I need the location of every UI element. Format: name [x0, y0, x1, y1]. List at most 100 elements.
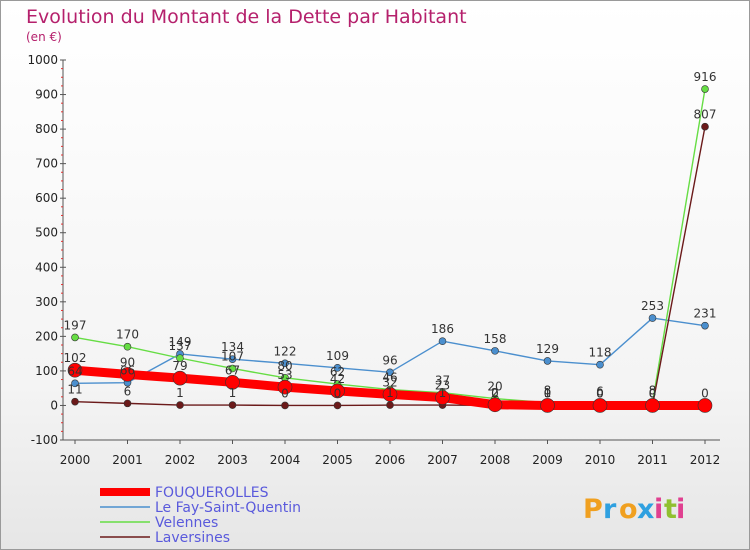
- series-point: [386, 368, 394, 377]
- data-label: 129: [536, 342, 559, 356]
- data-label: 53: [277, 368, 292, 382]
- x-tick-label: 2012: [690, 453, 721, 467]
- data-label: 46: [382, 371, 397, 385]
- series-point: [645, 398, 660, 413]
- data-label: 62: [330, 365, 345, 379]
- y-tick-label: 800: [35, 122, 58, 136]
- data-label: 197: [64, 318, 87, 332]
- legend-label: Le Fay-Saint-Quentin: [155, 500, 301, 516]
- data-label: 231: [694, 307, 717, 321]
- y-tick-label: 700: [35, 157, 58, 171]
- series-point: [487, 397, 503, 413]
- legend-label: Laversines: [155, 530, 230, 546]
- x-tick-label: 2002: [165, 453, 196, 467]
- axes: -100010020030040050060070080090010002000…: [27, 53, 720, 467]
- y-tick-label: 300: [35, 295, 58, 309]
- legend-label: FOUQUEROLLES: [155, 485, 269, 501]
- data-label: 253: [641, 299, 664, 313]
- data-label: 64: [67, 364, 82, 378]
- x-tick-label: 2003: [217, 453, 248, 467]
- data-label: 32: [382, 375, 397, 389]
- series-point: [333, 401, 342, 410]
- data-label: 6: [596, 384, 604, 398]
- y-tick-label: 900: [35, 88, 58, 102]
- data-label: 0: [281, 386, 289, 400]
- series-point: [701, 122, 709, 131]
- data-label: 42: [330, 372, 345, 386]
- data-label: 149: [169, 335, 192, 349]
- series-point: [386, 401, 394, 409]
- x-tick-label: 2007: [427, 453, 458, 467]
- chart-subtitle: (en €): [26, 30, 62, 44]
- series-point: [277, 379, 293, 395]
- series-layer: [67, 85, 713, 413]
- series-point: [71, 379, 79, 388]
- legend-label: Velennes: [155, 515, 218, 531]
- series-point: [333, 363, 342, 372]
- series-point: [543, 357, 552, 365]
- data-label: 170: [116, 328, 139, 342]
- data-label: 807: [694, 108, 717, 122]
- y-tick-label: 400: [35, 260, 58, 274]
- data-label: 66: [120, 364, 135, 378]
- series-point: [228, 401, 237, 409]
- data-label: 37: [435, 374, 450, 388]
- series-point: [228, 355, 237, 363]
- data-label: 6: [124, 384, 132, 398]
- data-label: 0: [544, 386, 552, 400]
- x-tick-label: 2005: [322, 453, 353, 467]
- series-point: [281, 401, 289, 410]
- data-label: 122: [274, 344, 297, 358]
- chart-title: Evolution du Montant de la Dette par Hab…: [26, 6, 467, 28]
- series-point: [438, 337, 447, 346]
- series-point: [71, 397, 79, 406]
- data-label: 0: [596, 386, 604, 400]
- series-point: [592, 398, 608, 413]
- logo-letter: i: [676, 494, 685, 525]
- data-label: 0: [701, 386, 709, 400]
- data-label: 8: [649, 384, 657, 398]
- y-tick-label: 100: [35, 364, 58, 378]
- data-label: 107: [221, 349, 244, 363]
- data-label: 916: [694, 70, 717, 84]
- data-label: 1: [176, 386, 184, 400]
- series-point: [491, 347, 499, 355]
- y-tick-label: 1000: [27, 53, 58, 67]
- data-label: 79: [172, 359, 187, 373]
- data-label: 109: [326, 349, 349, 363]
- series-point: [435, 390, 450, 405]
- series-point: [123, 342, 132, 351]
- data-label: 1: [439, 386, 447, 400]
- series-point: [172, 370, 188, 386]
- data-label: 1: [229, 386, 237, 400]
- data-label: 134: [221, 340, 244, 354]
- y-tick-label: 200: [35, 329, 58, 343]
- series-point: [176, 354, 184, 362]
- series-point: [225, 375, 240, 390]
- logo-letter: P: [583, 494, 603, 525]
- data-label: 90: [120, 355, 135, 369]
- series-point: [330, 383, 345, 399]
- data-label: 0: [649, 386, 657, 400]
- data-label: 102: [64, 351, 87, 365]
- logo-letter: t: [664, 494, 677, 525]
- x-tick-label: 2008: [480, 453, 511, 467]
- data-label: 2: [491, 386, 499, 400]
- series-point: [648, 314, 657, 322]
- x-tick-label: 2010: [585, 453, 616, 467]
- series-point: [540, 398, 555, 413]
- series-point: [120, 367, 135, 382]
- data-label: 0: [334, 386, 342, 400]
- data-label: 1: [544, 386, 552, 400]
- y-tick-label: -100: [31, 433, 58, 447]
- y-tick-label: 600: [35, 191, 58, 205]
- y-tick-label: 0: [50, 398, 58, 412]
- x-tick-label: 2004: [270, 453, 301, 467]
- x-tick-label: 2006: [375, 453, 406, 467]
- series-point: [67, 362, 83, 378]
- data-label: 158: [484, 332, 507, 346]
- series-point: [281, 359, 289, 368]
